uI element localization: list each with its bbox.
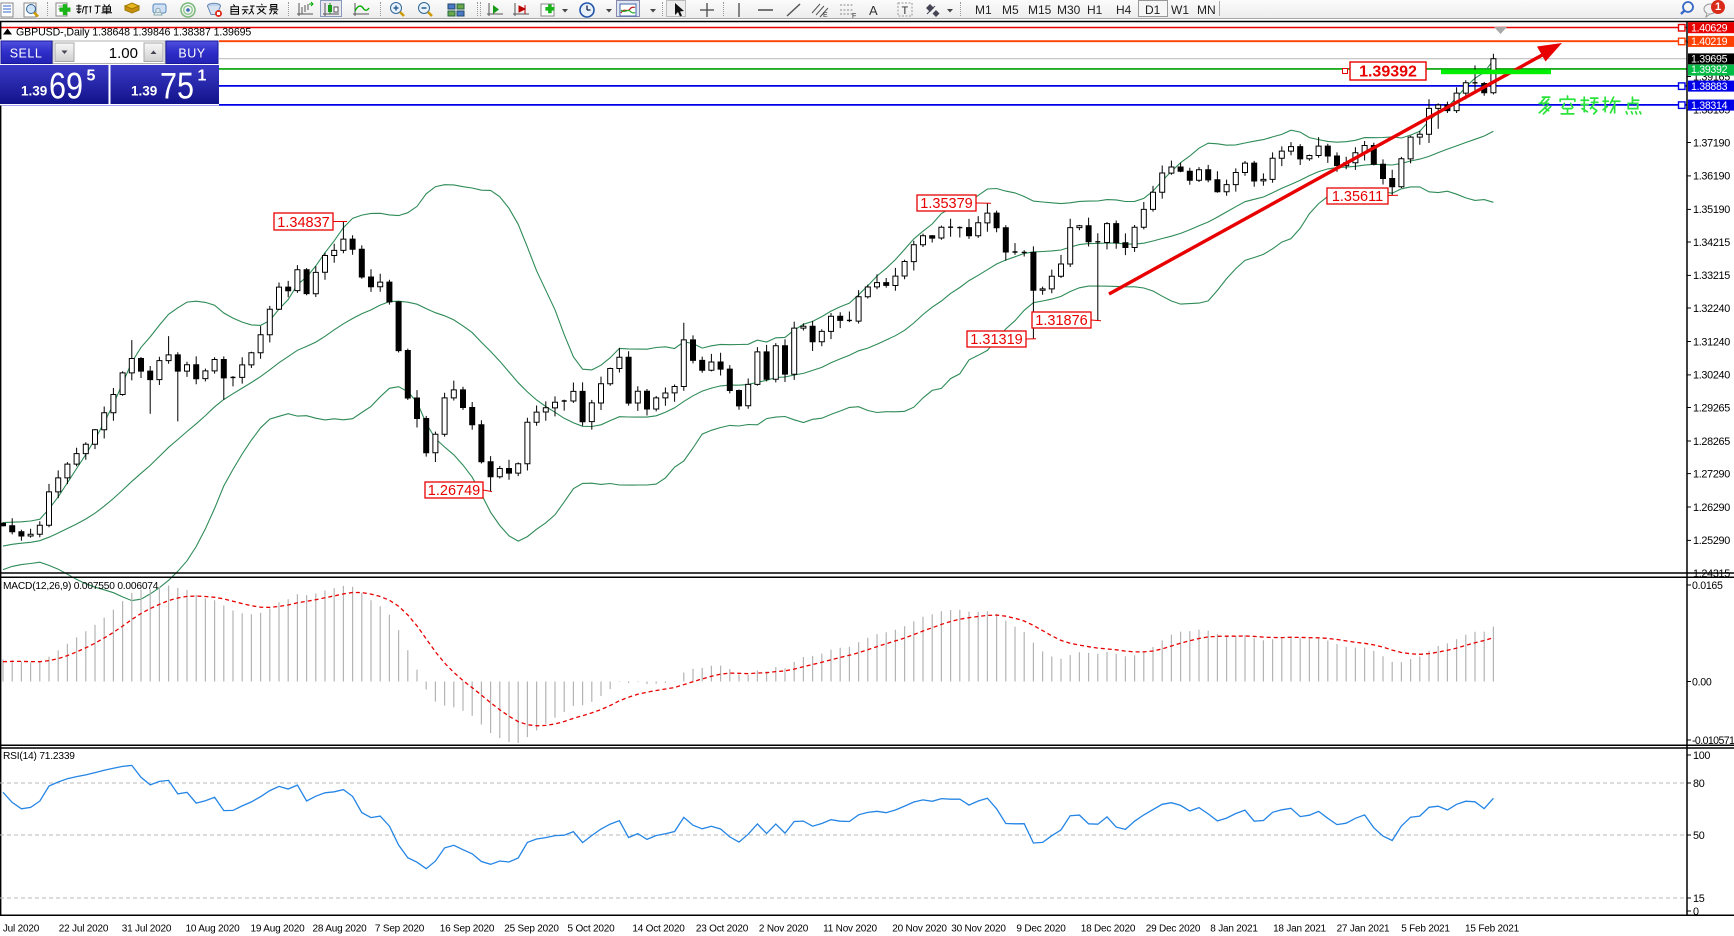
svg-text:1.31240: 1.31240 bbox=[1693, 336, 1730, 348]
svg-text:1.34837: 1.34837 bbox=[277, 215, 329, 231]
svg-text:1.33215: 1.33215 bbox=[1693, 270, 1730, 282]
svg-text:75: 75 bbox=[160, 66, 194, 107]
svg-text:18 Dec 2020: 18 Dec 2020 bbox=[1081, 924, 1136, 935]
svg-text:1.35379: 1.35379 bbox=[920, 196, 972, 212]
svg-text:1.25290: 1.25290 bbox=[1693, 535, 1730, 547]
svg-text:1.30240: 1.30240 bbox=[1693, 370, 1730, 382]
svg-text:18 Jan 2021: 18 Jan 2021 bbox=[1273, 924, 1326, 935]
svg-text:9 Dec 2020: 9 Dec 2020 bbox=[1016, 924, 1066, 935]
svg-text:1.31876: 1.31876 bbox=[1035, 313, 1087, 329]
svg-text:1: 1 bbox=[198, 68, 207, 85]
svg-text:0.00: 0.00 bbox=[1692, 676, 1712, 688]
svg-text:10 Aug 2020: 10 Aug 2020 bbox=[186, 924, 241, 935]
svg-text:1.40629: 1.40629 bbox=[1691, 22, 1728, 34]
svg-text:11 Nov 2020: 11 Nov 2020 bbox=[823, 924, 877, 935]
svg-text:1.24315: 1.24315 bbox=[1693, 568, 1730, 580]
svg-text:3 Jul 2020: 3 Jul 2020 bbox=[0, 924, 40, 935]
svg-text:27 Jan 2021: 27 Jan 2021 bbox=[1337, 924, 1390, 935]
svg-text:19 Aug 2020: 19 Aug 2020 bbox=[251, 924, 306, 935]
svg-text:15 Feb 2021: 15 Feb 2021 bbox=[1465, 924, 1520, 935]
svg-text:0: 0 bbox=[1693, 906, 1699, 918]
svg-text:69: 69 bbox=[49, 66, 83, 107]
svg-text:1.29265: 1.29265 bbox=[1693, 402, 1730, 414]
svg-text:15: 15 bbox=[1693, 893, 1705, 905]
svg-text:20 Nov 2020: 20 Nov 2020 bbox=[892, 924, 947, 935]
svg-text:RSI(14) 71.2339: RSI(14) 71.2339 bbox=[3, 751, 75, 762]
svg-text:1.36190: 1.36190 bbox=[1693, 171, 1730, 183]
svg-text:1.00: 1.00 bbox=[109, 45, 138, 62]
svg-text:5 Feb 2021: 5 Feb 2021 bbox=[1401, 924, 1450, 935]
svg-text:T: T bbox=[902, 5, 909, 17]
svg-text:5: 5 bbox=[87, 68, 96, 85]
svg-text:100: 100 bbox=[1693, 750, 1710, 762]
svg-text:1.39392: 1.39392 bbox=[1691, 64, 1728, 76]
svg-text:5 Oct 2020: 5 Oct 2020 bbox=[568, 924, 616, 935]
svg-text:0.0165: 0.0165 bbox=[1692, 580, 1723, 592]
svg-text:GBPUSD-,Daily 1.38648 1.39846: GBPUSD-,Daily 1.38648 1.39846 1.38387 1.… bbox=[16, 27, 251, 39]
svg-text:1.35611: 1.35611 bbox=[1332, 189, 1383, 205]
svg-text:1.39695: 1.39695 bbox=[1691, 54, 1728, 66]
svg-text:1.37190: 1.37190 bbox=[1693, 137, 1730, 149]
svg-text:29 Dec 2020: 29 Dec 2020 bbox=[1146, 924, 1201, 935]
svg-text:E: E bbox=[823, 12, 828, 19]
svg-text:2 Nov 2020: 2 Nov 2020 bbox=[759, 924, 809, 935]
svg-text:1.26290: 1.26290 bbox=[1693, 502, 1730, 514]
svg-text:1.38883: 1.38883 bbox=[1691, 81, 1728, 93]
svg-text:1.26749: 1.26749 bbox=[428, 483, 480, 499]
svg-text:8 Jan 2021: 8 Jan 2021 bbox=[1210, 924, 1258, 935]
svg-text:80: 80 bbox=[1693, 778, 1705, 790]
svg-text:BUY: BUY bbox=[178, 47, 205, 61]
svg-text:1.32240: 1.32240 bbox=[1693, 303, 1730, 315]
svg-text:22 Jul 2020: 22 Jul 2020 bbox=[59, 924, 109, 935]
svg-text:SELL: SELL bbox=[10, 47, 43, 61]
svg-text:23 Oct 2020: 23 Oct 2020 bbox=[696, 924, 749, 935]
svg-text:1.39: 1.39 bbox=[131, 84, 157, 99]
svg-text:1.38314: 1.38314 bbox=[1691, 100, 1728, 112]
svg-text:1.39: 1.39 bbox=[21, 84, 47, 99]
svg-text:1.39392: 1.39392 bbox=[1359, 64, 1417, 81]
svg-text:1.27290: 1.27290 bbox=[1693, 468, 1730, 480]
svg-text:MACD(12,26,9) 0.007550 0.00607: MACD(12,26,9) 0.007550 0.006074 bbox=[3, 581, 159, 592]
svg-text:1.28265: 1.28265 bbox=[1693, 436, 1730, 448]
svg-text:28 Aug 2020: 28 Aug 2020 bbox=[313, 924, 368, 935]
svg-text:1.31319: 1.31319 bbox=[970, 332, 1022, 348]
svg-text:F: F bbox=[852, 13, 856, 19]
svg-text:31 Jul 2020: 31 Jul 2020 bbox=[122, 924, 172, 935]
svg-text:14 Oct 2020: 14 Oct 2020 bbox=[632, 924, 685, 935]
svg-text:50: 50 bbox=[1693, 830, 1705, 842]
svg-text:1.35190: 1.35190 bbox=[1693, 204, 1730, 216]
svg-text:1.34215: 1.34215 bbox=[1693, 237, 1730, 249]
svg-text:1.40219: 1.40219 bbox=[1691, 36, 1728, 48]
svg-text:-0.010571: -0.010571 bbox=[1692, 735, 1734, 747]
svg-text:7 Sep 2020: 7 Sep 2020 bbox=[375, 924, 425, 935]
svg-text:25 Sep 2020: 25 Sep 2020 bbox=[504, 924, 559, 935]
svg-text:16 Sep 2020: 16 Sep 2020 bbox=[440, 924, 495, 935]
svg-text:30 Nov 2020: 30 Nov 2020 bbox=[951, 924, 1006, 935]
